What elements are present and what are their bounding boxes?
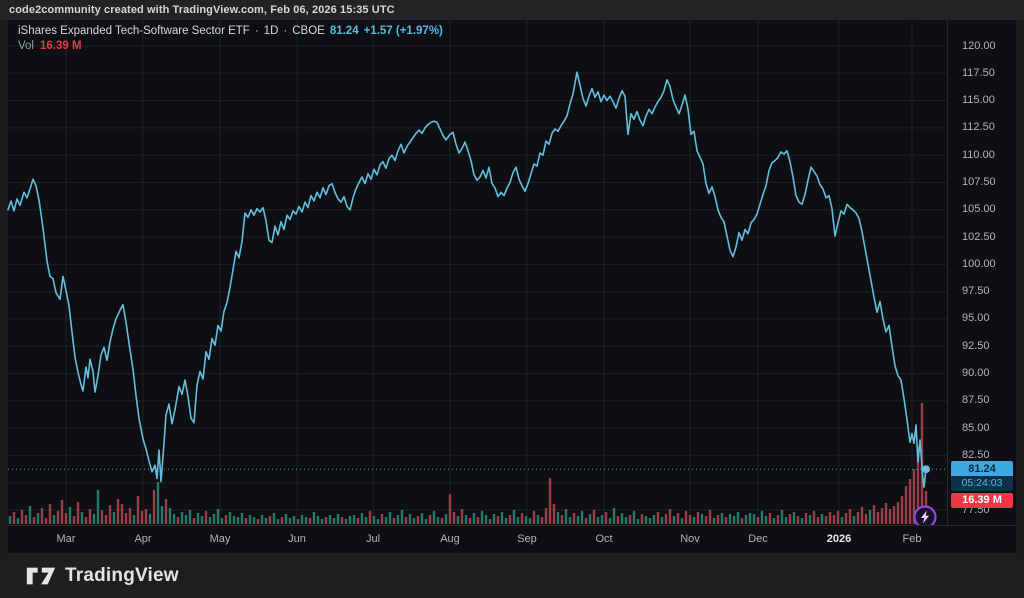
price-axis-tick: 117.50 [962, 66, 995, 79]
time-axis-tick: Dec [748, 533, 768, 545]
time-axis-tick: Mar [56, 533, 76, 545]
price-axis-tick: 97.50 [962, 285, 990, 298]
attribution-text: code2community created with TradingView.… [9, 4, 395, 16]
price-chart-svg[interactable] [7, 20, 947, 529]
brand-name: TradingView [65, 564, 179, 586]
price-axis[interactable]: 77.5080.0082.5085.0087.5090.0092.5095.00… [947, 20, 1016, 525]
interval-label[interactable]: 1D [263, 25, 279, 37]
price-label-stack: 81.24 05:24:03 16.39 M [951, 461, 1013, 509]
price-axis-tick: 95.00 [962, 312, 990, 325]
price-axis-tick: 82.50 [962, 448, 990, 461]
tradingview-logo[interactable]: TradingView [26, 565, 179, 587]
time-axis-tick: Aug [440, 533, 460, 545]
last-price-value: 81.24 [329, 25, 359, 37]
price-axis-tick: 87.50 [962, 394, 990, 407]
symbol-title[interactable]: iShares Expanded Tech-Software Sector ET… [18, 25, 250, 37]
chart-panel[interactable]: iShares Expanded Tech-Software Sector ET… [7, 20, 1016, 553]
price-axis-tick: 110.00 [962, 148, 995, 161]
price-axis-tick: 90.00 [962, 367, 990, 380]
time-axis-tick: Sep [517, 533, 537, 545]
price-axis-tick: 115.00 [962, 94, 995, 107]
price-axis-tick: 120.00 [962, 39, 996, 52]
price-axis-tick: 105.00 [962, 203, 996, 216]
price-axis-tick: 102.50 [962, 230, 996, 243]
volume-label: 16.39 M [951, 493, 1013, 509]
chart-legend: iShares Expanded Tech-Software Sector ET… [18, 25, 443, 52]
time-axis-tick: May [209, 533, 231, 545]
volume-indicator-value: 16.39 M [40, 40, 82, 52]
exchange-label: CBOE [292, 25, 325, 37]
time-axis[interactable]: Mar Apr May Jun Jul Aug Sep Oct Nov Dec 2026 Feb [8, 525, 1016, 553]
tradingview-logo-icon [26, 567, 56, 584]
last-price-label: 81.24 [951, 461, 1013, 477]
time-axis-tick: Jun [288, 533, 306, 545]
time-axis-tick: Feb [902, 533, 922, 545]
separator-dot: · [254, 25, 259, 37]
time-axis-tick: 2026 [826, 533, 852, 545]
price-axis-tick: 100.00 [962, 257, 996, 270]
time-axis-tick: Apr [134, 533, 152, 545]
time-axis-tick: Nov [680, 533, 700, 545]
price-axis-tick: 107.50 [962, 175, 996, 188]
price-axis-tick: 112.50 [962, 121, 995, 134]
time-axis-tick: Jul [365, 533, 381, 545]
time-axis-tick: Oct [595, 533, 613, 545]
price-axis-tick: 92.50 [962, 339, 990, 352]
footer-bar: TradingView [0, 553, 1024, 598]
countdown-label: 05:24:03 [951, 476, 1013, 492]
volume-indicator-label[interactable]: Vol [18, 40, 34, 52]
attribution-bar: code2community created with TradingView.… [0, 0, 1024, 20]
price-change-value: +1.57 (+1.97%) [363, 25, 443, 37]
separator-dot: · [283, 25, 288, 37]
price-axis-tick: 85.00 [962, 421, 990, 434]
